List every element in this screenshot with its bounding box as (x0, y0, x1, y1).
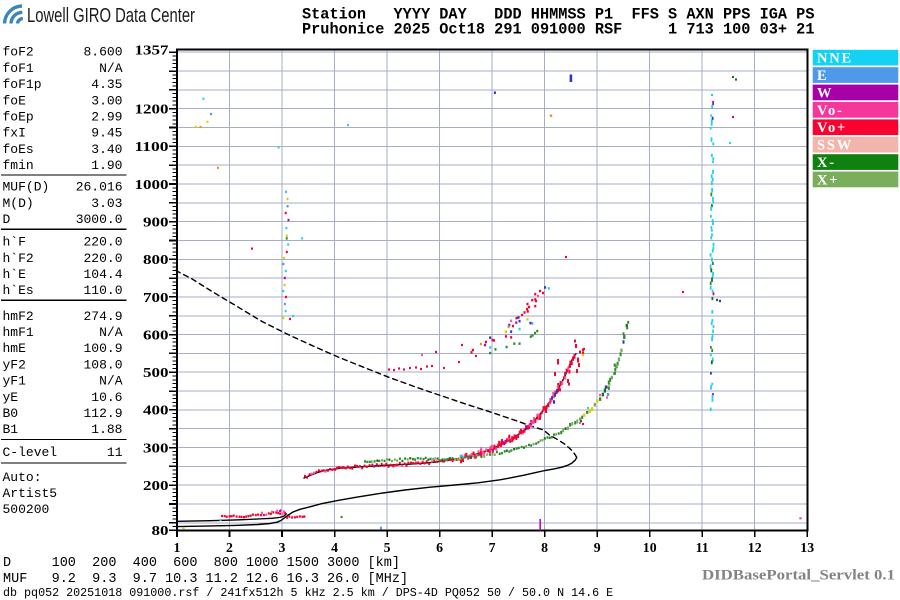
svg-text:3000.0: 3000.0 (76, 212, 123, 227)
svg-text:10.6: 10.6 (91, 390, 122, 405)
svg-text:1.90: 1.90 (91, 158, 122, 173)
svg-text:9: 9 (594, 540, 601, 555)
svg-text:W: W (817, 85, 833, 101)
svg-text:X-: X- (817, 155, 836, 171)
svg-text:12: 12 (748, 540, 762, 555)
svg-text:26.016: 26.016 (76, 180, 123, 195)
svg-text:foF1: foF1 (3, 61, 34, 76)
svg-text:108.0: 108.0 (83, 357, 122, 372)
svg-text:100.9: 100.9 (83, 341, 122, 356)
svg-text:hmF1: hmF1 (3, 325, 34, 340)
svg-text:Vo+: Vo+ (817, 120, 847, 136)
svg-text:foEs: foEs (3, 142, 34, 157)
svg-text:80: 80 (152, 524, 169, 539)
svg-text:X+: X+ (817, 172, 839, 188)
svg-text:Station YYYY DAY DDD HHMMS: Station YYYY DAY DDD HHMMSS P1 FFS S AXN… (302, 6, 814, 24)
svg-text:4.35: 4.35 (91, 77, 122, 92)
svg-text:yF2: yF2 (3, 357, 26, 372)
svg-text:N/A: N/A (99, 61, 123, 76)
svg-text:1200: 1200 (135, 103, 169, 118)
svg-text:foF2: foF2 (3, 45, 34, 60)
svg-text:Lowell GIRO Data Center: Lowell GIRO Data Center (27, 5, 195, 27)
svg-text:220.0: 220.0 (83, 251, 122, 266)
svg-text:fxI: fxI (3, 126, 26, 141)
svg-text:yF1: yF1 (3, 374, 27, 389)
svg-text:h`F2: h`F2 (3, 251, 34, 266)
svg-text:NNE: NNE (817, 51, 853, 67)
svg-text:h`E: h`E (3, 267, 27, 282)
svg-text:112.9: 112.9 (83, 406, 122, 421)
svg-text:foF1p: foF1p (3, 77, 42, 92)
svg-text:fmin: fmin (3, 158, 34, 173)
svg-text:Artist5: Artist5 (3, 486, 58, 501)
svg-text:900: 900 (143, 215, 169, 230)
svg-text:1357: 1357 (135, 43, 169, 58)
svg-text:1: 1 (174, 540, 181, 555)
svg-text:104.4: 104.4 (83, 267, 122, 282)
svg-text:1100: 1100 (135, 140, 169, 155)
svg-text:3: 3 (279, 540, 286, 555)
svg-text:4: 4 (331, 540, 338, 555)
svg-text:B0: B0 (3, 406, 19, 421)
svg-text:11: 11 (107, 445, 123, 460)
svg-text:7: 7 (489, 540, 496, 555)
svg-text:500: 500 (143, 366, 169, 381)
svg-text:500200: 500200 (3, 502, 50, 517)
svg-text:8: 8 (541, 540, 548, 555)
svg-text:1000: 1000 (135, 178, 169, 193)
svg-text:N/A: N/A (99, 325, 123, 340)
svg-text:hmE: hmE (3, 341, 27, 356)
svg-text:D: D (3, 212, 11, 227)
svg-text:2.99: 2.99 (91, 110, 122, 125)
svg-text:foEp: foEp (3, 110, 34, 125)
svg-text:2: 2 (226, 540, 233, 555)
svg-text:8.600: 8.600 (83, 45, 122, 60)
svg-text:3.40: 3.40 (91, 142, 122, 157)
svg-text:10: 10 (643, 540, 657, 555)
svg-text:C-level: C-level (3, 445, 58, 460)
svg-text:h`Es: h`Es (3, 283, 34, 298)
svg-text:foE: foE (3, 93, 27, 108)
svg-text:6: 6 (436, 540, 443, 555)
svg-text:700: 700 (143, 291, 169, 306)
svg-text:110.0: 110.0 (83, 283, 122, 298)
svg-text:220.0: 220.0 (83, 235, 122, 250)
svg-text:D 100 200 400 600 800: D 100 200 400 600 800 1000 1500 3000 [km… (3, 556, 400, 571)
svg-text:E: E (817, 68, 828, 84)
svg-text:db pq052 20251018 091000.rsf /: db pq052 20251018 091000.rsf / 241fx512h… (3, 586, 613, 600)
svg-text:N/A: N/A (99, 374, 123, 389)
svg-text:300: 300 (143, 441, 169, 456)
svg-text:1.88: 1.88 (91, 422, 122, 437)
svg-text:11: 11 (696, 540, 709, 555)
svg-text:Auto:: Auto: (3, 470, 42, 485)
svg-text:400: 400 (143, 404, 169, 419)
svg-text:3.00: 3.00 (91, 93, 122, 108)
svg-text:MUF 9.2 9.3 9.7 10.3 11.2: MUF 9.2 9.3 9.7 10.3 11.2 12.6 16.3 26.0… (3, 572, 408, 587)
svg-text:MUF(D): MUF(D) (3, 180, 50, 195)
svg-text:600: 600 (143, 328, 169, 343)
svg-text:5: 5 (384, 540, 391, 555)
svg-text:9.45: 9.45 (91, 126, 122, 141)
svg-text:SSW: SSW (817, 138, 853, 154)
svg-text:Vo-: Vo- (817, 103, 844, 119)
svg-text:274.9: 274.9 (83, 309, 122, 324)
svg-text:DIDBasePortal_Servlet 0.1: DIDBasePortal_Servlet 0.1 (702, 568, 895, 584)
svg-text:3.03: 3.03 (91, 196, 122, 211)
svg-text:Pruhonice 2025 Oct18 291 09100: Pruhonice 2025 Oct18 291 091000 RSF 1 71… (302, 21, 814, 39)
svg-text:M(D): M(D) (3, 196, 34, 211)
svg-text:13: 13 (800, 540, 814, 555)
svg-text:hmF2: hmF2 (3, 309, 34, 324)
svg-text:800: 800 (143, 253, 169, 268)
svg-text:200: 200 (143, 479, 169, 494)
svg-text:h`F: h`F (3, 235, 26, 250)
svg-text:B1: B1 (3, 422, 19, 437)
svg-text:yE: yE (3, 390, 19, 405)
